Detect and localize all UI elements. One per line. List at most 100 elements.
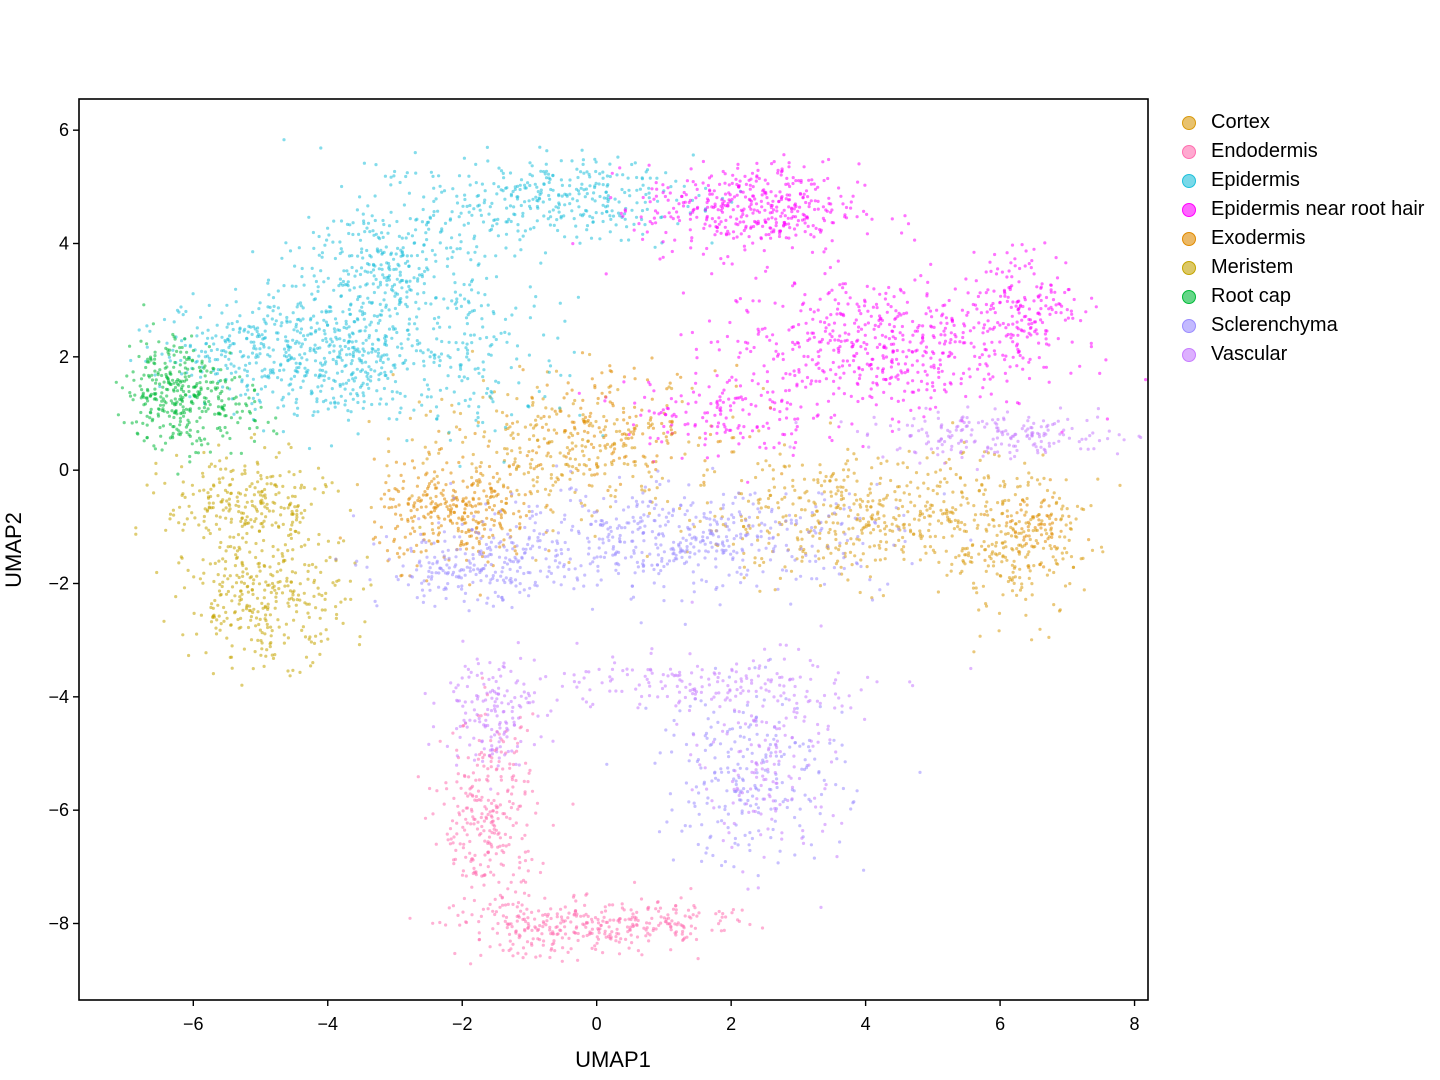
scatter-point <box>846 447 850 451</box>
scatter-point <box>716 340 720 344</box>
scatter-point <box>433 253 437 257</box>
scatter-point <box>863 183 867 187</box>
scatter-point <box>461 204 465 208</box>
scatter-point <box>992 289 996 293</box>
scatter-point <box>787 388 791 392</box>
scatter-point <box>585 228 589 232</box>
scatter-point <box>351 346 355 350</box>
scatter-point <box>479 304 483 308</box>
scatter-point <box>559 915 564 919</box>
scatter-point <box>901 350 905 354</box>
scatter-point <box>366 221 371 225</box>
scatter-point <box>291 311 295 315</box>
scatter-point <box>446 257 450 261</box>
scatter-point <box>548 925 552 930</box>
scatter-point <box>634 414 638 418</box>
scatter-point <box>602 435 606 440</box>
scatter-point <box>1067 514 1071 519</box>
scatter-point <box>263 367 267 371</box>
scatter-point <box>1101 550 1105 554</box>
scatter-point <box>909 530 913 534</box>
scatter-point <box>665 387 669 391</box>
scatter-point <box>590 197 595 201</box>
scatter-point <box>693 906 697 910</box>
scatter-point <box>1096 477 1100 481</box>
scatter-point <box>502 460 506 464</box>
scatter-point <box>859 327 864 331</box>
scatter-point <box>229 371 233 375</box>
scatter-point <box>571 402 575 406</box>
scatter-point <box>463 507 467 511</box>
scatter-point <box>737 355 741 359</box>
scatter-point <box>1017 550 1021 554</box>
scatter-point <box>519 248 523 252</box>
scatter-point <box>462 282 466 287</box>
scatter-point <box>405 171 409 175</box>
scatter-point <box>574 926 578 930</box>
scatter-point <box>242 354 246 358</box>
scatter-point <box>679 529 683 533</box>
scatter-point <box>308 349 312 353</box>
scatter-point <box>413 501 417 505</box>
scatter-point <box>1063 584 1068 588</box>
scatter-point <box>1026 553 1030 557</box>
scatter-point <box>698 436 702 440</box>
scatter-point <box>1007 498 1011 502</box>
scatter-point <box>1005 400 1009 404</box>
scatter-point <box>633 918 637 922</box>
scatter-point <box>830 335 834 339</box>
scatter-point <box>579 186 583 190</box>
scatter-point <box>893 317 897 321</box>
scatter-point <box>289 382 293 386</box>
scatter-point <box>415 253 419 258</box>
scatter-point <box>553 409 557 413</box>
scatter-point <box>855 215 859 219</box>
scatter-point <box>848 363 852 367</box>
scatter-point <box>1016 350 1020 354</box>
scatter-point <box>434 259 438 263</box>
scatter-point <box>717 222 721 226</box>
scatter-point <box>516 223 520 227</box>
scatter-point <box>545 919 549 923</box>
scatter-point <box>648 383 652 387</box>
scatter-point <box>267 293 271 297</box>
scatter-point <box>358 359 362 363</box>
scatter-point <box>566 916 570 920</box>
scatter-point <box>549 455 553 459</box>
scatter-point <box>215 372 219 376</box>
scatter-point <box>1022 535 1026 539</box>
scatter-point <box>358 238 363 242</box>
scatter-point <box>584 445 588 449</box>
scatter-point <box>531 400 535 405</box>
scatter-point <box>251 396 255 400</box>
scatter-point <box>499 778 503 782</box>
scatter-point <box>290 494 295 498</box>
scatter-point <box>544 176 549 180</box>
scatter-point <box>884 335 888 339</box>
scatter-point <box>1032 247 1036 251</box>
scatter-point <box>675 210 679 214</box>
scatter-point <box>429 395 433 399</box>
scatter-point <box>335 337 339 341</box>
scatter-point <box>829 551 833 555</box>
scatter-point <box>1011 300 1015 304</box>
scatter-point <box>288 249 293 253</box>
scatter-point <box>884 524 889 528</box>
scatter-point <box>582 914 586 918</box>
scatter-point <box>515 749 519 753</box>
scatter-point <box>490 845 494 849</box>
scatter-point <box>694 347 699 351</box>
scatter-point <box>671 907 676 911</box>
scatter-point <box>912 517 917 521</box>
scatter-point <box>360 310 365 314</box>
scatter-point <box>774 349 778 353</box>
scatter-point <box>581 398 585 402</box>
scatter-point <box>883 557 887 561</box>
scatter-point <box>326 407 330 411</box>
scatter-point <box>452 510 456 514</box>
scatter-point <box>641 237 645 241</box>
scatter-point <box>635 188 639 192</box>
scatter-point <box>810 379 814 383</box>
scatter-point <box>813 502 817 506</box>
scatter-point <box>415 315 419 319</box>
